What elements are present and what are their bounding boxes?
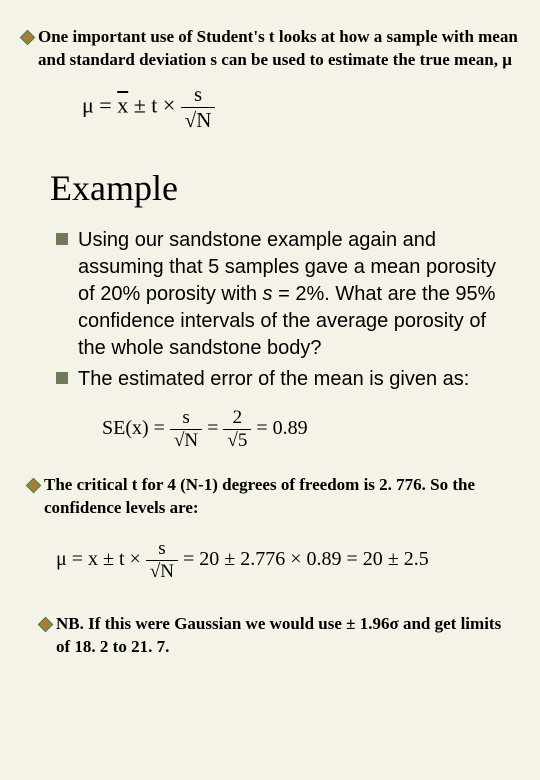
xbar: x [88, 548, 98, 570]
frac-den: √N [181, 108, 216, 133]
se-rhs1: ) = [142, 417, 170, 439]
formula-se: SE(x) = s√N = 2√5 = 0.89 [102, 407, 518, 452]
item2-text: The estimated error of the mean is given… [78, 366, 508, 393]
f2-num: 2 [223, 407, 251, 430]
se-frac2: 2√5 [223, 407, 251, 452]
f1-den: √N [170, 430, 202, 452]
square-icon [56, 372, 68, 384]
formula-lhs: μ = [82, 92, 117, 117]
formula-mid: ± t × [128, 92, 181, 117]
nb-paragraph: NB. If this were Gaussian we would use ±… [40, 613, 508, 659]
critical-text: The critical t for 4 (N-1) degrees of fr… [44, 474, 508, 520]
mu-num: s [146, 538, 178, 561]
se-eq: = [202, 417, 223, 439]
heading-example: Example [50, 167, 518, 209]
mu-rest: = 20 ± 2.776 × 0.89 = 20 ± 2.5 [178, 548, 429, 570]
diamond-icon [26, 478, 42, 494]
slide-page: One important use of Student's t looks a… [0, 0, 540, 679]
item1-text: Using our sandstone example again and as… [78, 227, 508, 362]
body-list: Using our sandstone example again and as… [56, 227, 508, 393]
f2-den: √5 [223, 430, 251, 452]
mu-lhs: μ = [56, 548, 88, 570]
formula-mu-top: μ = x ± t × s√N [82, 82, 518, 133]
f1-num: s [170, 407, 202, 430]
se-frac1: s√N [170, 407, 202, 452]
mu-den: √N [146, 561, 178, 583]
xbar: x [132, 417, 142, 439]
se-lhs: SE( [102, 417, 132, 439]
intro-paragraph: One important use of Student's t looks a… [22, 26, 518, 72]
critical-paragraph: The critical t for 4 (N-1) degrees of fr… [28, 474, 508, 520]
intro-text: One important use of Student's t looks a… [38, 26, 518, 72]
diamond-icon [38, 616, 54, 632]
se-result: = 0.89 [251, 417, 307, 439]
diamond-icon [20, 30, 36, 46]
list-item: Using our sandstone example again and as… [56, 227, 508, 362]
list-item: The estimated error of the mean is given… [56, 366, 508, 393]
mu-frac: s√N [146, 538, 178, 583]
mu-mid: ± t × [98, 548, 146, 570]
nb-text: NB. If this were Gaussian we would use ±… [56, 613, 508, 659]
frac-num: s [181, 82, 216, 108]
square-icon [56, 233, 68, 245]
formula-mu-full: μ = x ± t × s√N = 20 ± 2.776 × 0.89 = 20… [56, 538, 518, 583]
xbar: x [117, 92, 128, 117]
formula-frac: s√N [181, 82, 216, 133]
